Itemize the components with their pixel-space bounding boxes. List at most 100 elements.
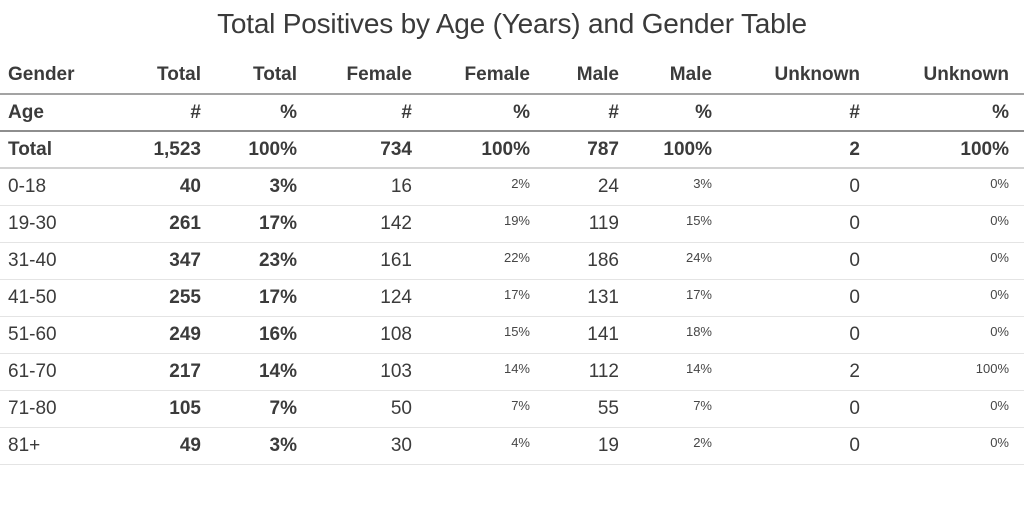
column-header-count: # xyxy=(297,94,412,132)
column-header-count: # xyxy=(530,94,619,132)
cell-female-percent: 15% xyxy=(412,316,530,354)
cell-age-label: 0-18 xyxy=(0,168,100,206)
column-header-percent: % xyxy=(860,94,1024,132)
cell-total-percent: 3% xyxy=(201,168,297,206)
column-header-female: Female xyxy=(412,57,530,95)
cell-total-percent: 14% xyxy=(201,353,297,391)
cell-unknown-percent: 0% xyxy=(860,316,1024,354)
cell-female-percent: 17% xyxy=(412,279,530,317)
cell-male-count: 112 xyxy=(530,353,619,391)
header-row-age: Age # % # % # % # % xyxy=(0,94,1024,132)
column-header-percent: % xyxy=(412,94,530,132)
cell-male-count: 787 xyxy=(530,131,619,169)
cell-unknown-percent: 0% xyxy=(860,279,1024,317)
cell-male-percent: 17% xyxy=(619,279,712,317)
cell-total-count: 49 xyxy=(100,427,201,465)
cell-male-count: 186 xyxy=(530,242,619,280)
column-header-percent: % xyxy=(201,94,297,132)
cell-female-percent: 2% xyxy=(412,168,530,206)
cell-unknown-count: 0 xyxy=(712,205,860,243)
cell-unknown-percent: 100% xyxy=(860,353,1024,391)
column-header-count: # xyxy=(712,94,860,132)
cell-male-percent: 3% xyxy=(619,168,712,206)
row-31-40: 31-40 347 23% 161 22% 186 24% 0 0% xyxy=(0,242,1024,280)
cell-female-count: 50 xyxy=(297,390,412,428)
cell-male-percent: 7% xyxy=(619,390,712,428)
row-19-30: 19-30 261 17% 142 19% 119 15% 0 0% xyxy=(0,205,1024,243)
cell-unknown-count: 2 xyxy=(712,353,860,391)
cell-total-count: 40 xyxy=(100,168,201,206)
row-81-plus: 81+ 49 3% 30 4% 19 2% 0 0% xyxy=(0,427,1024,465)
cell-unknown-count: 0 xyxy=(712,316,860,354)
row-61-70: 61-70 217 14% 103 14% 112 14% 2 100% xyxy=(0,353,1024,391)
cell-male-count: 55 xyxy=(530,390,619,428)
column-header-male: Male xyxy=(530,57,619,95)
cell-unknown-percent: 0% xyxy=(860,168,1024,206)
cell-unknown-percent: 0% xyxy=(860,427,1024,465)
cell-female-count: 103 xyxy=(297,353,412,391)
cell-unknown-percent: 0% xyxy=(860,390,1024,428)
row-51-60: 51-60 249 16% 108 15% 141 18% 0 0% xyxy=(0,316,1024,354)
cell-age-label: 31-40 xyxy=(0,242,100,280)
cell-male-count: 119 xyxy=(530,205,619,243)
cell-age-label: 41-50 xyxy=(0,279,100,317)
column-header-unknown: Unknown xyxy=(860,57,1024,95)
row-41-50: 41-50 255 17% 124 17% 131 17% 0 0% xyxy=(0,279,1024,317)
column-header-female: Female xyxy=(297,57,412,95)
cell-total-percent: 17% xyxy=(201,279,297,317)
cell-total-count: 261 xyxy=(100,205,201,243)
row-total: Total 1,523 100% 734 100% 787 100% 2 100… xyxy=(0,131,1024,169)
cell-unknown-count: 0 xyxy=(712,390,860,428)
cell-female-percent: 19% xyxy=(412,205,530,243)
cell-female-count: 124 xyxy=(297,279,412,317)
column-header-total: Total xyxy=(201,57,297,95)
cell-total-count: 347 xyxy=(100,242,201,280)
cell-age-label: 51-60 xyxy=(0,316,100,354)
cell-male-percent: 24% xyxy=(619,242,712,280)
cell-male-percent: 100% xyxy=(619,131,712,169)
cell-total-percent: 16% xyxy=(201,316,297,354)
cell-male-count: 141 xyxy=(530,316,619,354)
column-header-male: Male xyxy=(619,57,712,95)
cell-age-label: Total xyxy=(0,131,100,169)
cell-total-count: 1,523 xyxy=(100,131,201,169)
cell-female-count: 161 xyxy=(297,242,412,280)
cell-total-percent: 100% xyxy=(201,131,297,169)
cell-total-count: 105 xyxy=(100,390,201,428)
cell-unknown-count: 0 xyxy=(712,427,860,465)
cell-age-label: 61-70 xyxy=(0,353,100,391)
cell-total-count: 255 xyxy=(100,279,201,317)
cell-unknown-percent: 0% xyxy=(860,242,1024,280)
column-header-percent: % xyxy=(619,94,712,132)
cell-total-percent: 3% xyxy=(201,427,297,465)
cell-female-count: 734 xyxy=(297,131,412,169)
cell-male-percent: 18% xyxy=(619,316,712,354)
column-header-gender: Gender xyxy=(0,57,100,95)
column-header-total: Total xyxy=(100,57,201,95)
cell-female-percent: 22% xyxy=(412,242,530,280)
header-row-gender: Gender Total Total Female Female Male Ma… xyxy=(0,57,1024,95)
cell-total-count: 217 xyxy=(100,353,201,391)
row-71-80: 71-80 105 7% 50 7% 55 7% 0 0% xyxy=(0,390,1024,428)
cell-male-count: 131 xyxy=(530,279,619,317)
cell-unknown-count: 0 xyxy=(712,279,860,317)
cell-male-percent: 14% xyxy=(619,353,712,391)
cell-male-percent: 15% xyxy=(619,205,712,243)
cell-unknown-count: 2 xyxy=(712,131,860,169)
column-header-unknown: Unknown xyxy=(712,57,860,95)
cell-age-label: 81+ xyxy=(0,427,100,465)
cell-female-count: 142 xyxy=(297,205,412,243)
cell-unknown-percent: 0% xyxy=(860,205,1024,243)
cell-unknown-count: 0 xyxy=(712,168,860,206)
cell-total-count: 249 xyxy=(100,316,201,354)
cell-female-percent: 7% xyxy=(412,390,530,428)
cell-total-percent: 17% xyxy=(201,205,297,243)
cell-female-percent: 100% xyxy=(412,131,530,169)
column-header-age: Age xyxy=(0,94,100,132)
positives-by-age-gender-table: Gender Total Total Female Female Male Ma… xyxy=(0,57,1024,465)
cell-female-count: 16 xyxy=(297,168,412,206)
page-title: Total Positives by Age (Years) and Gende… xyxy=(217,8,807,39)
cell-age-label: 71-80 xyxy=(0,390,100,428)
cell-female-percent: 14% xyxy=(412,353,530,391)
column-header-count: # xyxy=(100,94,201,132)
